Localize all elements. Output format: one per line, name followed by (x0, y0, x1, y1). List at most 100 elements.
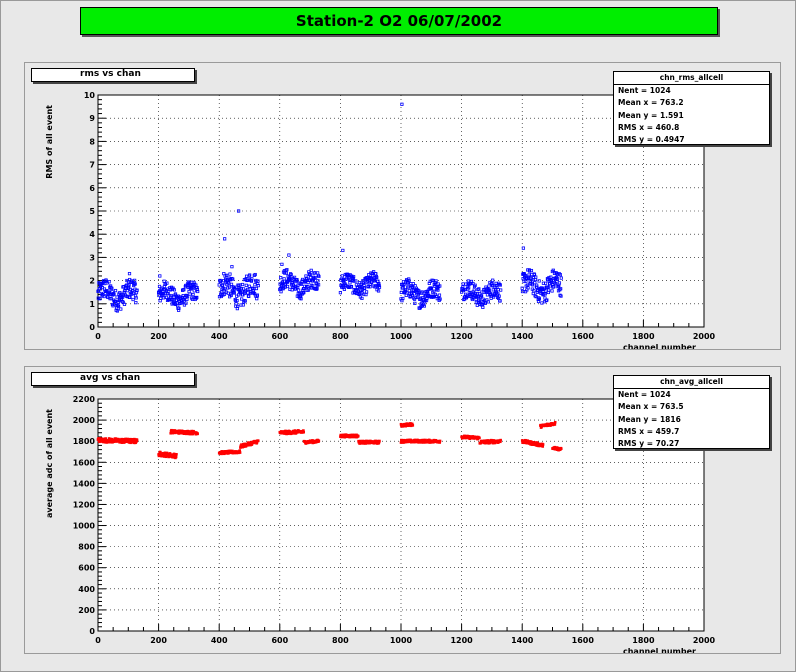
data-point (372, 270, 376, 274)
data-point (363, 286, 367, 290)
x-tick-label: 1400 (511, 636, 534, 645)
data-point (296, 431, 299, 434)
data-point (236, 304, 240, 309)
avg-plot-pad[interactable]: 0 200 400 600 800 1000 1200 1400 1600 1800 2000 0 20… (24, 366, 781, 654)
data-point (284, 271, 288, 275)
y-tick-label: 1600 (73, 458, 96, 467)
data-point (191, 292, 195, 297)
data-point (559, 294, 563, 298)
x-tick-label: 1000 (390, 332, 413, 341)
y-tick-label: 2000 (73, 416, 96, 425)
chart-1-frame: 0 200 400 600 800 1000 1200 1400 1600 1800 2000 0 20… (45, 395, 716, 653)
data-point (117, 438, 121, 441)
data-point (316, 283, 321, 287)
data-point (255, 293, 259, 297)
data-point (131, 297, 135, 302)
y-tick-label: 800 (78, 543, 95, 552)
y-tick-label: 1800 (73, 437, 96, 446)
data-point (177, 306, 181, 310)
y-tick-label: 0 (89, 627, 95, 636)
data-point (256, 284, 260, 288)
data-point (229, 293, 233, 297)
rms-stats-name: chn_rms_allcell (614, 72, 769, 86)
data-point (342, 433, 346, 437)
data-point (236, 209, 241, 213)
data-point (241, 303, 245, 307)
data-point (375, 275, 379, 280)
data-point (112, 292, 116, 296)
data-point (280, 280, 285, 284)
y-tick-label: 2200 (73, 395, 96, 404)
x-tick-label: 600 (271, 636, 288, 645)
data-point (133, 282, 137, 286)
data-point (377, 285, 382, 289)
avg-stats-row: Mean y = 1816 (618, 414, 681, 424)
data-point (401, 296, 405, 301)
data-point (238, 451, 242, 454)
data-point (541, 445, 545, 448)
avg-stats-box: chn_avg_allcell Nent = 1024 Mean x = 763… (613, 375, 770, 449)
data-point (484, 285, 488, 289)
avg-vs-chan-plot: 0 200 400 600 800 1000 1200 1400 1600 1800 2000 0 20… (45, 395, 716, 653)
data-point (412, 292, 416, 296)
data-point (469, 281, 473, 286)
data-point (313, 276, 318, 280)
y-tick-label: 600 (78, 564, 95, 573)
data-point (168, 452, 172, 455)
data-point (196, 289, 200, 294)
y-axis-label: average adc of all event (45, 409, 54, 518)
data-point (224, 273, 229, 277)
data-point (532, 289, 536, 293)
data-point (227, 285, 231, 289)
data-point (134, 296, 138, 300)
y-tick-label: 1400 (73, 479, 96, 488)
data-point (349, 285, 353, 289)
y-tick-label: 1200 (73, 500, 96, 509)
y-tick-label: 1000 (73, 522, 96, 531)
data-point (411, 282, 415, 286)
data-point (279, 290, 283, 294)
data-point (360, 296, 364, 300)
avg-stats-row: RMS x = 459.7 (618, 426, 680, 436)
data-point (417, 289, 421, 293)
x-tick-label: 200 (150, 636, 167, 645)
avg-stats-row: RMS y = 70.27 (618, 439, 680, 449)
data-point (250, 277, 254, 281)
data-point (377, 282, 381, 286)
data-point (535, 283, 539, 287)
data-point (529, 443, 532, 446)
data-point (247, 284, 251, 288)
data-point (406, 285, 410, 289)
data-point (104, 437, 108, 440)
y-tick-label: 6 (89, 184, 95, 193)
data-point (306, 284, 310, 289)
data-point (256, 279, 260, 283)
data-point (253, 272, 257, 277)
data-point (120, 441, 124, 444)
data-point (97, 437, 100, 440)
data-point (543, 292, 547, 296)
data-point (529, 268, 534, 273)
data-point (171, 455, 174, 459)
data-point (481, 305, 485, 309)
data-point (177, 308, 181, 312)
x-tick-label: 1800 (632, 636, 655, 645)
y-tick-label: 0 (89, 323, 95, 332)
x-axis-label: channel number (623, 343, 696, 349)
data-point (399, 290, 403, 294)
data-point (438, 297, 442, 301)
rms-plot-pad[interactable]: 0 200 400 600 800 1000 1200 1400 1600 1800 2000 0 1 2… (24, 62, 781, 350)
data-point (553, 423, 557, 426)
avg-stats-row: Mean x = 763.5 (618, 402, 684, 412)
y-tick-label: 200 (78, 606, 95, 615)
data-point (225, 452, 229, 455)
data-point (342, 287, 347, 291)
data-point (559, 287, 563, 291)
data-point (231, 277, 235, 281)
data-point (196, 432, 199, 435)
data-point (499, 438, 502, 442)
x-tick-label: 400 (211, 332, 228, 341)
data-point (485, 441, 489, 444)
data-point (559, 276, 563, 280)
data-point (520, 289, 525, 294)
